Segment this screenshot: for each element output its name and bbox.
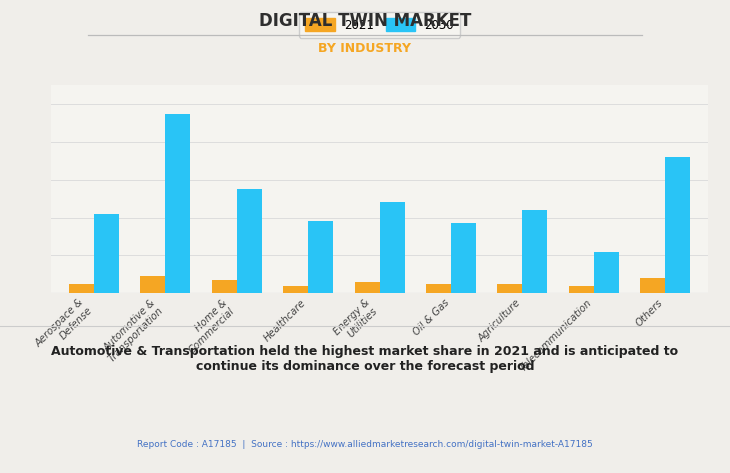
Bar [308,221,333,293]
Bar [283,286,308,293]
Bar [497,284,523,293]
Bar [69,284,94,293]
Bar [355,282,380,293]
Bar [523,210,548,293]
Bar [140,276,166,293]
Bar [665,157,691,293]
Bar [593,252,619,293]
Bar [237,189,262,293]
Text: BY INDUSTRY: BY INDUSTRY [318,42,412,54]
Legend: 2021, 2030: 2021, 2030 [299,12,460,37]
Bar [380,202,404,293]
Bar [166,114,191,293]
Bar [426,284,451,293]
Bar [451,223,476,293]
Bar [569,286,593,293]
Text: Report Code : A17185  |  Source : https://www.alliedmarketresearch.com/digital-t: Report Code : A17185 | Source : https://… [137,440,593,449]
Bar [640,278,665,293]
Bar [94,214,119,293]
Text: Automotive & Transportation held the highest market share in 2021 and is anticip: Automotive & Transportation held the hig… [51,345,679,373]
Bar [212,280,237,293]
Text: DIGITAL TWIN MARKET: DIGITAL TWIN MARKET [259,12,471,30]
